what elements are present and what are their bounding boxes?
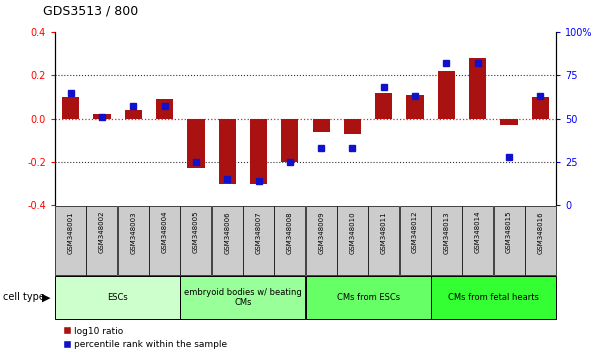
FancyBboxPatch shape [149, 206, 180, 275]
Legend: log10 ratio, percentile rank within the sample: log10 ratio, percentile rank within the … [59, 323, 231, 353]
Bar [125, 110, 142, 119]
FancyBboxPatch shape [55, 276, 180, 319]
Bar [313, 119, 330, 132]
FancyBboxPatch shape [525, 206, 556, 275]
Bar [375, 93, 392, 119]
Text: GSM348007: GSM348007 [255, 211, 262, 253]
Text: GSM348011: GSM348011 [381, 211, 387, 253]
FancyBboxPatch shape [87, 206, 117, 275]
FancyBboxPatch shape [274, 206, 306, 275]
FancyBboxPatch shape [306, 206, 337, 275]
Bar [500, 119, 518, 125]
Text: GSM348004: GSM348004 [161, 211, 167, 253]
Bar [219, 119, 236, 184]
Bar [62, 97, 79, 119]
Text: ▶: ▶ [42, 292, 50, 302]
Bar [188, 119, 205, 169]
Text: GSM348003: GSM348003 [130, 211, 136, 253]
Bar [469, 58, 486, 119]
Text: CMs from ESCs: CMs from ESCs [337, 293, 400, 302]
Text: GSM348015: GSM348015 [506, 211, 512, 253]
Text: GDS3513 / 800: GDS3513 / 800 [43, 5, 138, 18]
Bar [93, 114, 111, 119]
Text: GSM348005: GSM348005 [193, 211, 199, 253]
FancyBboxPatch shape [463, 206, 493, 275]
Text: GSM348016: GSM348016 [537, 211, 543, 253]
FancyBboxPatch shape [212, 206, 243, 275]
FancyBboxPatch shape [400, 206, 431, 275]
Text: CMs from fetal hearts: CMs from fetal hearts [448, 293, 539, 302]
Text: GSM348006: GSM348006 [224, 211, 230, 253]
Bar [281, 119, 298, 162]
FancyBboxPatch shape [55, 206, 86, 275]
Text: GSM348002: GSM348002 [99, 211, 105, 253]
Text: cell type: cell type [3, 292, 45, 302]
Text: GSM348012: GSM348012 [412, 211, 418, 253]
FancyBboxPatch shape [431, 276, 556, 319]
FancyBboxPatch shape [431, 206, 462, 275]
Bar [156, 99, 173, 119]
Text: GSM348013: GSM348013 [444, 211, 450, 253]
FancyBboxPatch shape [118, 206, 148, 275]
Text: GSM348009: GSM348009 [318, 211, 324, 253]
Bar [438, 71, 455, 119]
FancyBboxPatch shape [494, 206, 524, 275]
Bar [406, 95, 423, 119]
FancyBboxPatch shape [368, 206, 399, 275]
Bar [250, 119, 267, 184]
FancyBboxPatch shape [180, 276, 306, 319]
Bar [532, 97, 549, 119]
FancyBboxPatch shape [180, 206, 211, 275]
Text: GSM348014: GSM348014 [475, 211, 481, 253]
FancyBboxPatch shape [243, 206, 274, 275]
Text: ESCs: ESCs [108, 293, 128, 302]
Text: embryoid bodies w/ beating
CMs: embryoid bodies w/ beating CMs [184, 288, 302, 307]
FancyBboxPatch shape [306, 276, 431, 319]
Bar [344, 119, 361, 134]
Text: GSM348001: GSM348001 [68, 211, 74, 253]
FancyBboxPatch shape [337, 206, 368, 275]
Text: GSM348010: GSM348010 [349, 211, 356, 253]
Text: GSM348008: GSM348008 [287, 211, 293, 253]
